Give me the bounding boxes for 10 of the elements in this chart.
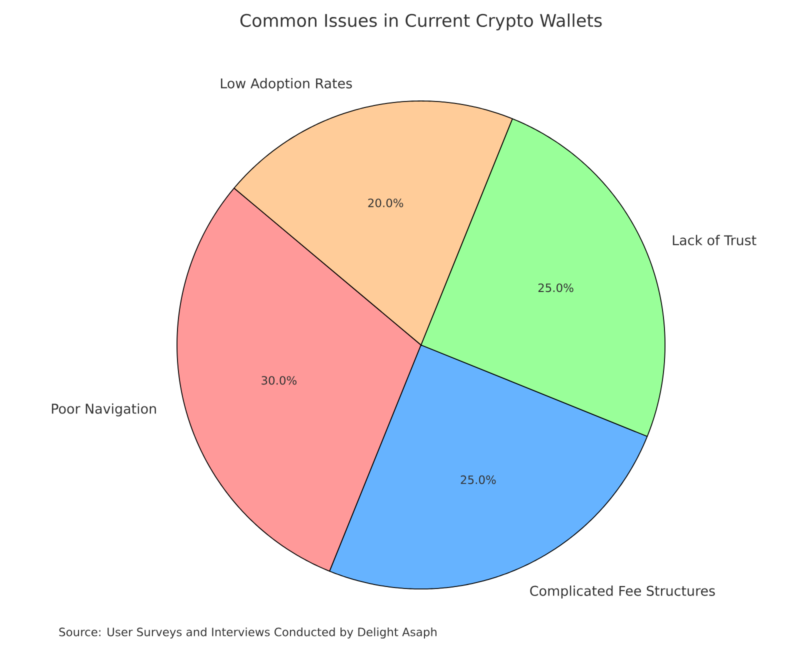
data-label: 30.0% — [262, 376, 297, 385]
slice-label: Poor Navigation — [52, 403, 156, 416]
slice-label: Complicated Fee Structures — [530, 586, 715, 599]
slice-label: Low Adoption Rates — [220, 78, 352, 92]
data-label: 25.0% — [460, 475, 496, 484]
data-label: 20.0% — [368, 198, 404, 208]
chart-title: Common Issues in Current Crypto Wallets — [240, 14, 602, 30]
data-label: 25.0% — [538, 283, 574, 292]
slice-label: Lack of Trust — [672, 234, 756, 246]
source-note: Source: User Surveys and Interviews Conducted by Delight Asaph — [59, 627, 436, 639]
